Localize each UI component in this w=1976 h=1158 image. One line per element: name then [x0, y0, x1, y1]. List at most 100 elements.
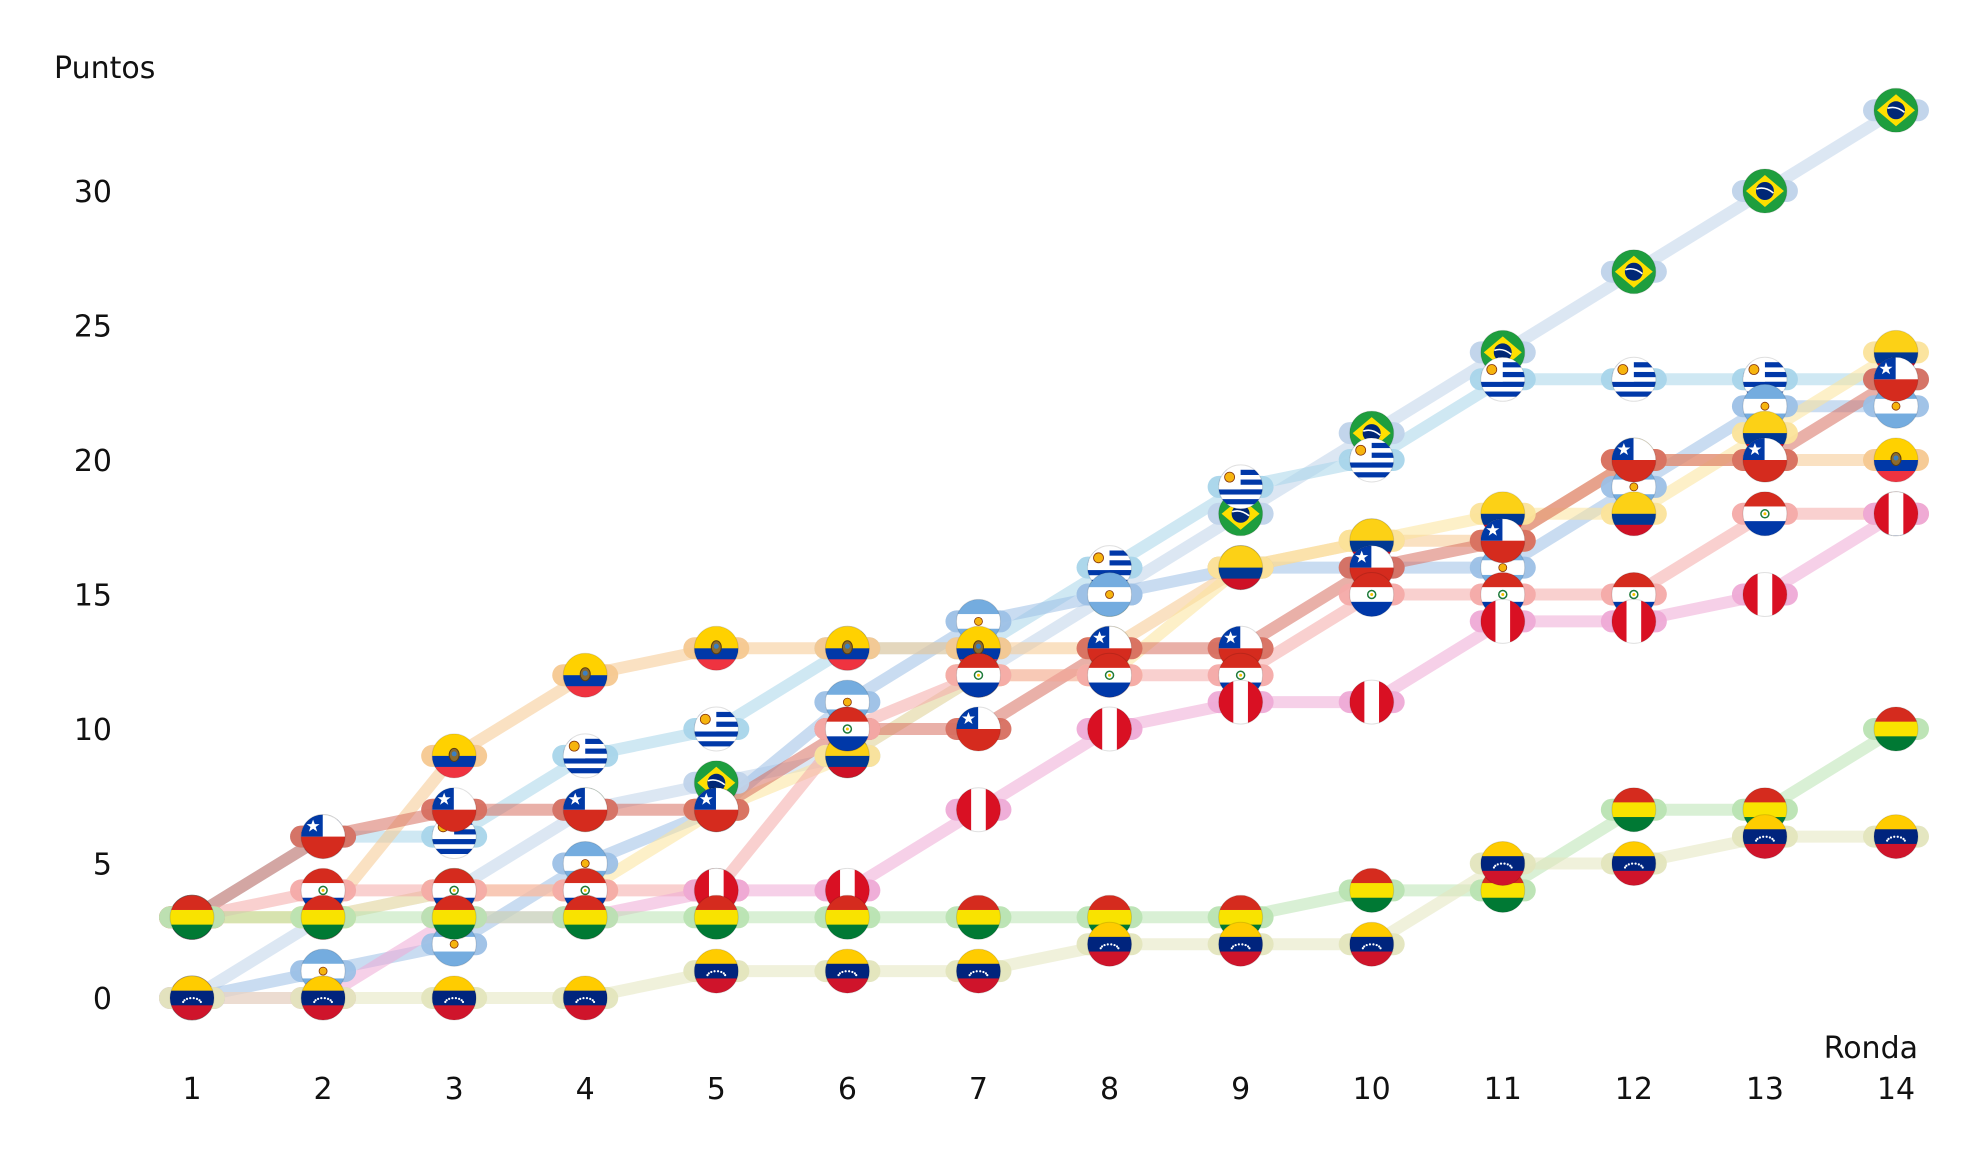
data-point-brazil [1600, 249, 1667, 295]
data-point-argentina [1076, 572, 1143, 617]
x-tick-label: 13 [1746, 1072, 1784, 1107]
venezuela-flag-icon [1480, 841, 1525, 886]
data-point-ecuador [1863, 437, 1929, 483]
data-point-peru [1076, 706, 1143, 752]
bolivia-flag-icon [1349, 868, 1394, 913]
data-point-bolivia [1600, 787, 1667, 833]
paraguay-flag-icon [956, 653, 1001, 698]
data-point-paraguay [945, 652, 1012, 698]
venezuela-flag-icon [1742, 814, 1787, 859]
peru-flag-icon [1742, 572, 1787, 617]
data-point-brazil [1731, 168, 1798, 214]
x-tick-label: 2 [314, 1072, 333, 1107]
data-point-venezuela [1600, 841, 1667, 886]
series-line-brazil [186, 104, 1902, 1004]
venezuela-flag-icon [563, 976, 608, 1020]
data-point-uruguay [1207, 464, 1274, 510]
venezuela-flag-icon [1874, 814, 1918, 859]
data-point-ecuador [421, 733, 488, 779]
ecuador-flag-icon [1874, 438, 1918, 482]
peru-flag-icon [1611, 599, 1656, 644]
x-tick-label: 14 [1877, 1072, 1915, 1107]
x-tick-label: 3 [445, 1072, 464, 1107]
data-point-uruguay [1469, 356, 1536, 402]
y-tick-label: 30 [74, 175, 112, 210]
colombia-flag-icon [1218, 545, 1263, 590]
data-point-bolivia [1338, 867, 1405, 913]
argentina-flag-icon [1087, 572, 1132, 617]
paraguay-flag-icon [1742, 491, 1787, 536]
data-point-paraguay [1731, 491, 1798, 537]
data-point-bolivia [421, 894, 488, 940]
bolivia-flag-icon [432, 895, 477, 940]
venezuela-flag-icon [432, 976, 477, 1020]
venezuela-flag-icon [1218, 922, 1263, 967]
data-point-venezuela [1207, 921, 1274, 967]
data-point-peru [1863, 491, 1929, 537]
ecuador-flag-icon [694, 626, 739, 671]
data-point-ecuador [814, 625, 881, 671]
data-point-venezuela [1076, 921, 1143, 967]
uruguay-flag-icon [694, 707, 739, 751]
data-point-bolivia [683, 894, 750, 940]
data-point-bolivia [290, 894, 357, 940]
brazil-flag-icon [1742, 169, 1787, 213]
data-point-venezuela [814, 948, 881, 994]
bolivia-flag-icon [301, 895, 346, 940]
x-tick-label: 1 [182, 1072, 201, 1107]
x-tick-label: 12 [1615, 1072, 1653, 1107]
series-markers [159, 87, 1929, 1021]
y-tick-label: 5 [93, 848, 112, 883]
x-tick-label: 4 [576, 1072, 595, 1107]
y-tick-label: 25 [74, 310, 112, 345]
data-point-paraguay [814, 706, 881, 752]
data-point-venezuela [1731, 814, 1798, 860]
paraguay-flag-icon [1349, 572, 1394, 617]
peru-flag-icon [1480, 599, 1525, 644]
data-point-colombia [1600, 491, 1667, 537]
venezuela-flag-icon [825, 949, 870, 994]
data-point-peru [1600, 598, 1667, 644]
peru-flag-icon [956, 787, 1001, 832]
venezuela-flag-icon [1087, 922, 1132, 967]
data-point-peru [1338, 679, 1405, 725]
data-point-venezuela [945, 948, 1012, 994]
chile-flag-icon [1611, 438, 1656, 482]
ecuador-flag-icon [825, 626, 870, 671]
x-tick-label: 8 [1100, 1072, 1119, 1107]
data-point-chile [1731, 437, 1798, 483]
data-point-ecuador [552, 652, 619, 698]
venezuela-flag-icon [170, 976, 214, 1020]
data-point-peru [1469, 598, 1536, 644]
data-point-chile [1863, 356, 1929, 402]
chile-flag-icon [1874, 357, 1918, 402]
data-point-uruguay [1600, 356, 1667, 402]
x-axis-title: Ronda [1824, 1031, 1918, 1066]
paraguay-flag-icon [1087, 653, 1132, 698]
y-tick-label: 15 [74, 579, 112, 614]
bolivia-flag-icon [170, 895, 214, 940]
venezuela-flag-icon [301, 976, 346, 1020]
venezuela-flag-icon [1349, 922, 1394, 967]
x-tick-label: 5 [707, 1072, 726, 1107]
data-point-uruguay [552, 733, 619, 779]
colombia-flag-icon [1611, 491, 1656, 536]
data-point-bolivia [945, 894, 1012, 940]
x-tick-label: 6 [838, 1072, 857, 1107]
y-axis-ticks: 0 5 10 15 20 25 30 [74, 175, 112, 1017]
peru-flag-icon [1874, 491, 1918, 536]
data-point-venezuela [159, 975, 225, 1021]
data-point-peru [945, 787, 1012, 833]
data-point-chile [1469, 518, 1536, 564]
data-point-venezuela [1338, 921, 1405, 967]
data-point-bolivia [552, 894, 619, 940]
y-axis-title: Puntos [54, 51, 155, 86]
venezuela-flag-icon [694, 949, 739, 994]
data-point-venezuela [552, 975, 619, 1021]
data-point-paraguay [1338, 572, 1405, 617]
peru-flag-icon [1349, 680, 1394, 725]
data-point-uruguay [683, 706, 750, 752]
data-point-chile [683, 787, 750, 833]
peru-flag-icon [1087, 707, 1132, 751]
data-point-venezuela [1863, 814, 1929, 860]
